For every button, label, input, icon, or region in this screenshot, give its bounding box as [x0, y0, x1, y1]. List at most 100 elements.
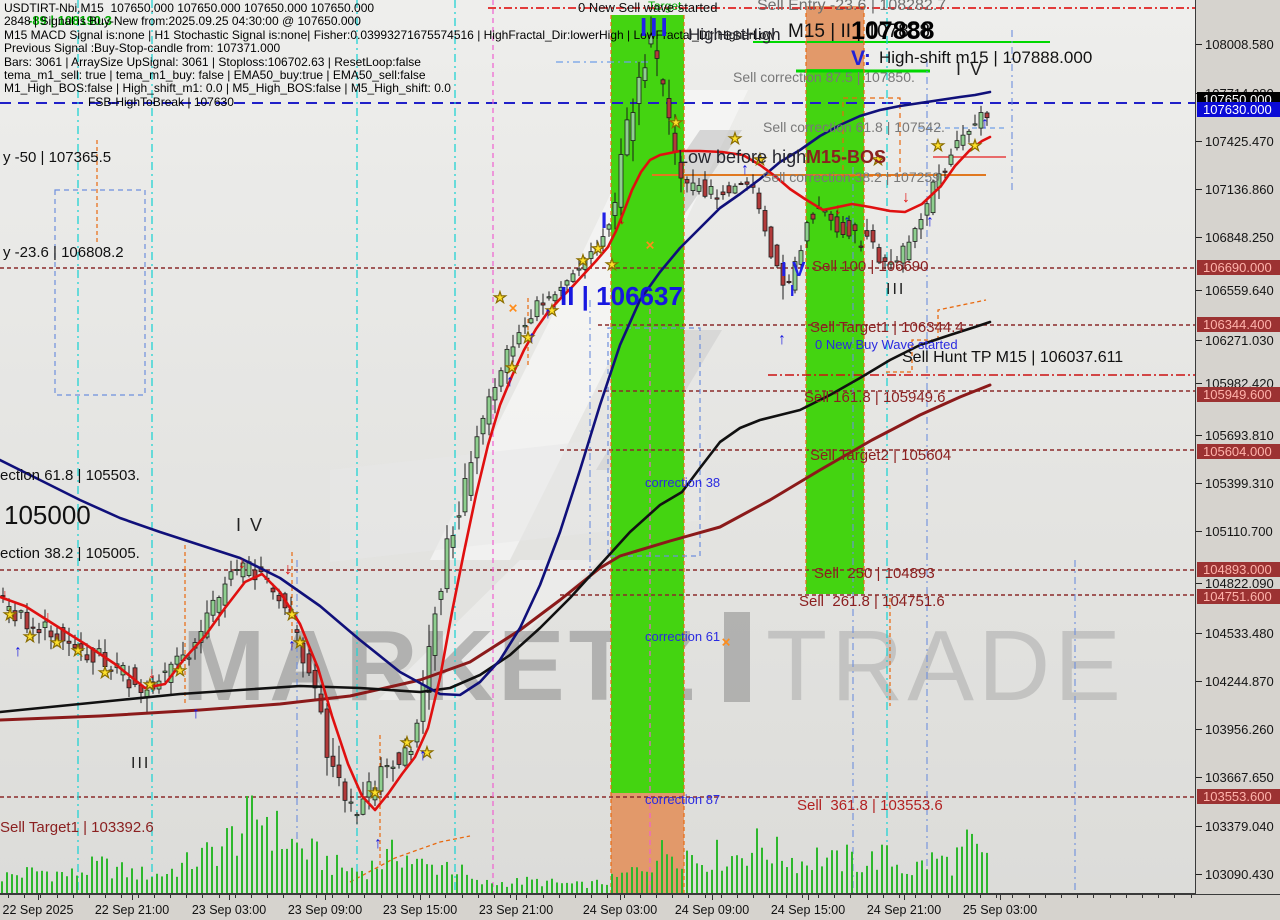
star-signal-icon: ★: [591, 241, 605, 258]
bull-candle: [162, 670, 168, 673]
price-tick: [1196, 776, 1202, 778]
bear-candle: [876, 247, 882, 263]
time-label: 24 Sep 09:00: [674, 903, 750, 917]
time-major-tick: [1000, 895, 1001, 900]
chart-plot-area[interactable]: MARKETZ TRADE ★ ★ ★ ★ ★ ★ ★ ★ ★ ★ ★ ★ ★ ★ ★ ★ ★ ★ ★ ★ ★ ★ ★ ★ ★ ↑ ↑ ↑…: [0, 0, 1196, 894]
range-box: [54, 189, 146, 396]
star-signal-icon: ★: [23, 629, 37, 646]
star-signal-icon: ★: [753, 152, 767, 169]
bear-candle: [864, 230, 870, 237]
price-tick: [1196, 289, 1202, 291]
bull-candle: [378, 766, 384, 792]
price-label: 107425.470: [1205, 133, 1274, 149]
price-label: 103379.040: [1205, 818, 1274, 834]
bear-candle: [72, 644, 78, 649]
brand-watermark-light: TRADE: [766, 610, 1125, 722]
bear-candle: [60, 627, 66, 642]
bull-candle: [504, 348, 510, 373]
maroon-ma-line: [0, 383, 992, 722]
price-label: 106271.030: [1205, 332, 1274, 348]
bull-candle: [390, 766, 396, 769]
bull-candle: [588, 251, 594, 259]
bull-candle: [366, 781, 372, 798]
time-minor-tick: [591, 895, 592, 898]
bull-candle: [636, 76, 642, 104]
time-minor-tick: [1061, 895, 1062, 898]
bull-candle: [186, 657, 192, 660]
bear-candle: [834, 216, 840, 233]
time-label: 24 Sep 21:00: [866, 903, 942, 917]
bull-candle: [888, 261, 894, 265]
bear-candle: [702, 179, 708, 197]
time-minor-tick: [397, 895, 398, 898]
time-minor-tick: [445, 895, 446, 898]
time-major-tick: [132, 895, 133, 900]
star-signal-icon: ★: [493, 290, 507, 307]
bear-candle: [858, 245, 864, 248]
bull-candle: [498, 370, 504, 387]
bear-candle: [882, 257, 888, 262]
bear-candle: [342, 781, 348, 801]
time-axis[interactable]: 22 Sep 2025 22 Sep 21:00 23 Sep 03:00 23 Se…: [0, 894, 1280, 920]
bull-candle: [690, 182, 696, 191]
bear-candle: [762, 210, 768, 232]
price-label: 107136.860: [1205, 181, 1274, 197]
buy-arrow-icon: ↑: [778, 331, 786, 348]
time-major-tick: [808, 895, 809, 900]
bull-candle: [438, 590, 444, 600]
bear-candle: [36, 629, 42, 634]
bull-candle: [900, 245, 906, 264]
time-minor-tick: [1174, 895, 1175, 898]
bull-candle: [234, 568, 240, 571]
bull-candle: [216, 597, 222, 613]
time-label: 23 Sep 09:00: [287, 903, 363, 917]
bear-candle: [540, 302, 546, 306]
time-minor-tick: [1029, 895, 1030, 898]
time-minor-tick: [105, 895, 106, 898]
wave-band: [806, 69, 864, 594]
buy-arrow-icon: ↑: [926, 213, 934, 230]
bull-candle: [792, 261, 798, 291]
time-minor-tick: [202, 895, 203, 898]
time-minor-tick: [543, 895, 544, 898]
time-minor-tick: [510, 895, 511, 898]
bear-candle: [300, 642, 306, 664]
star-signal-icon: ★: [285, 607, 299, 624]
price-label: 105982.420: [1205, 375, 1274, 391]
price-label: 105399.310: [1205, 475, 1274, 491]
time-minor-tick: [948, 895, 949, 898]
time-minor-tick: [672, 895, 673, 898]
price-label: 106559.640: [1205, 282, 1274, 298]
price-axis[interactable]: 108008.580107714.080107650.000107630.000…: [1196, 0, 1280, 894]
price-label: 104822.090: [1205, 575, 1274, 591]
price-label: 104244.870: [1205, 673, 1274, 689]
price-tick: [1196, 873, 1202, 875]
bull-candle: [174, 655, 180, 665]
time-minor-tick: [1093, 895, 1094, 898]
bear-candle: [768, 226, 774, 258]
price-label: 106848.250: [1205, 229, 1274, 245]
bull-candle: [18, 610, 24, 613]
bear-candle: [330, 755, 336, 767]
time-minor-tick: [980, 895, 981, 898]
time-minor-tick: [462, 895, 463, 898]
time-major-tick: [325, 895, 326, 900]
star-signal-icon: ★: [669, 115, 683, 132]
sell-arrow-icon: ↓: [1, 587, 9, 604]
time-minor-tick: [1126, 895, 1127, 898]
chart-canvas[interactable]: MARKETZ TRADE★★ ★ ★★★★★★★★★★★★★★★★★★★ ★★ ★↑↑↑…: [0, 0, 1196, 894]
wave-band: [611, 15, 684, 793]
time-minor-tick: [154, 895, 155, 898]
bull-candle: [528, 318, 534, 324]
bull-candle: [432, 613, 438, 656]
navy-ma-line: [0, 90, 992, 697]
time-minor-tick: [8, 895, 9, 898]
time-minor-tick: [57, 895, 58, 898]
bear-candle: [756, 192, 762, 210]
star-signal-icon: ★: [605, 257, 619, 274]
price-label: 103667.650: [1205, 769, 1274, 785]
bear-candle: [942, 170, 948, 173]
buy-arrow-icon: ↑: [981, 115, 989, 132]
time-major-tick: [516, 895, 517, 900]
price-tick: [1196, 236, 1202, 238]
